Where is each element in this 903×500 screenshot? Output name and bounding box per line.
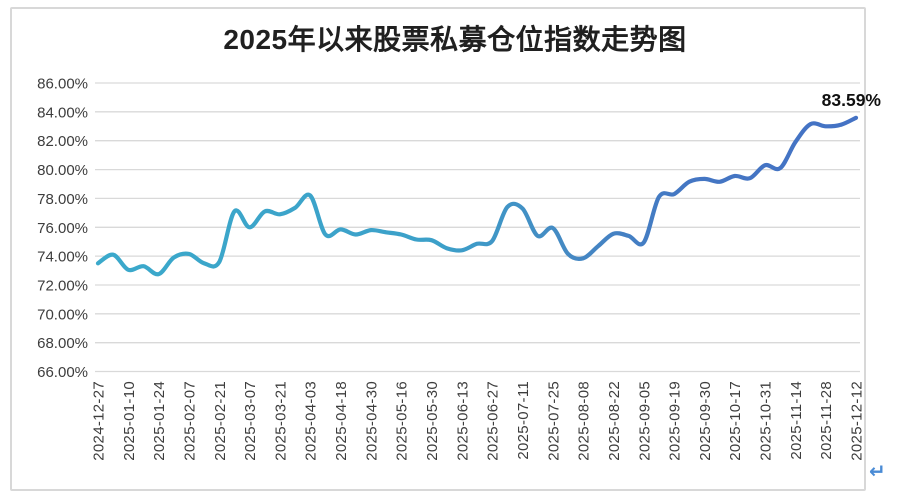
x-tick-label: 2025-04-03 [303, 381, 320, 461]
gridlines [95, 82, 860, 373]
x-tick-label: 2025-03-21 [272, 381, 289, 461]
y-tick-label: 68.00% [37, 335, 88, 352]
x-tick-label: 2025-10-31 [758, 381, 775, 461]
x-tick-label: 2025-06-13 [454, 381, 471, 461]
x-axis-labels: 2024-12-27 2025-01-10 2025-01-24 2025-02-07… [91, 381, 866, 461]
series-line [95, 115, 859, 277]
y-tick-label: 82.00% [37, 133, 88, 150]
x-tick-label: 2025-11-14 [788, 381, 805, 460]
y-tick-label: 80.00% [37, 162, 88, 179]
x-tick-label: 2025-09-30 [697, 381, 714, 461]
y-axis-labels: 86.00% 84.00% 82.00% 80.00% 78.00% 76.00% 74.0… [37, 76, 88, 382]
x-tick-label: 2025-11-28 [818, 381, 835, 460]
chart-frame[interactable] [10, 7, 866, 491]
data-label-last-value: 83.59% [822, 90, 882, 110]
x-tick-label: 2025-02-21 [212, 381, 229, 461]
x-tick-label: 2025-04-30 [363, 381, 380, 461]
x-tick-label: 2025-05-16 [394, 381, 411, 461]
x-tick-label: 2025-08-08 [576, 381, 593, 461]
x-tick-label: 2025-07-11 [515, 381, 532, 460]
x-tick-label: 2025-10-17 [727, 381, 744, 461]
x-tick-label: 2025-09-19 [667, 381, 684, 461]
x-tick-label: 2025-02-07 [182, 381, 199, 461]
y-tick-label: 74.00% [37, 249, 88, 266]
x-tick-label: 2025-12-12 [849, 381, 866, 461]
y-tick-label: 66.00% [37, 364, 88, 381]
x-tick-label: 2024-12-27 [91, 381, 108, 461]
x-tick-label: 2025-01-10 [121, 381, 138, 461]
y-tick-label: 84.00% [37, 104, 88, 121]
x-tick-label: 2025-07-25 [545, 381, 562, 461]
x-tick-label: 2025-03-07 [242, 381, 259, 461]
y-tick-label: 70.00% [37, 306, 88, 323]
y-tick-label: 86.00% [37, 76, 88, 93]
y-tick-label: 78.00% [37, 191, 88, 208]
x-tick-label: 2025-06-27 [485, 381, 502, 461]
return-mark-icon[interactable]: ↵ [869, 461, 886, 483]
x-tick-label: 2025-09-05 [636, 381, 653, 461]
y-tick-label: 72.00% [37, 278, 88, 295]
x-tick-label: 2025-08-22 [606, 381, 623, 461]
chart-title: 2025年以来股票私募仓位指数走势图 [223, 24, 687, 55]
y-tick-label: 76.00% [37, 220, 88, 237]
x-tick-label: 2025-04-18 [333, 381, 350, 461]
x-tick-label: 2025-05-30 [424, 381, 441, 461]
x-tick-label: 2025-01-24 [151, 381, 168, 461]
